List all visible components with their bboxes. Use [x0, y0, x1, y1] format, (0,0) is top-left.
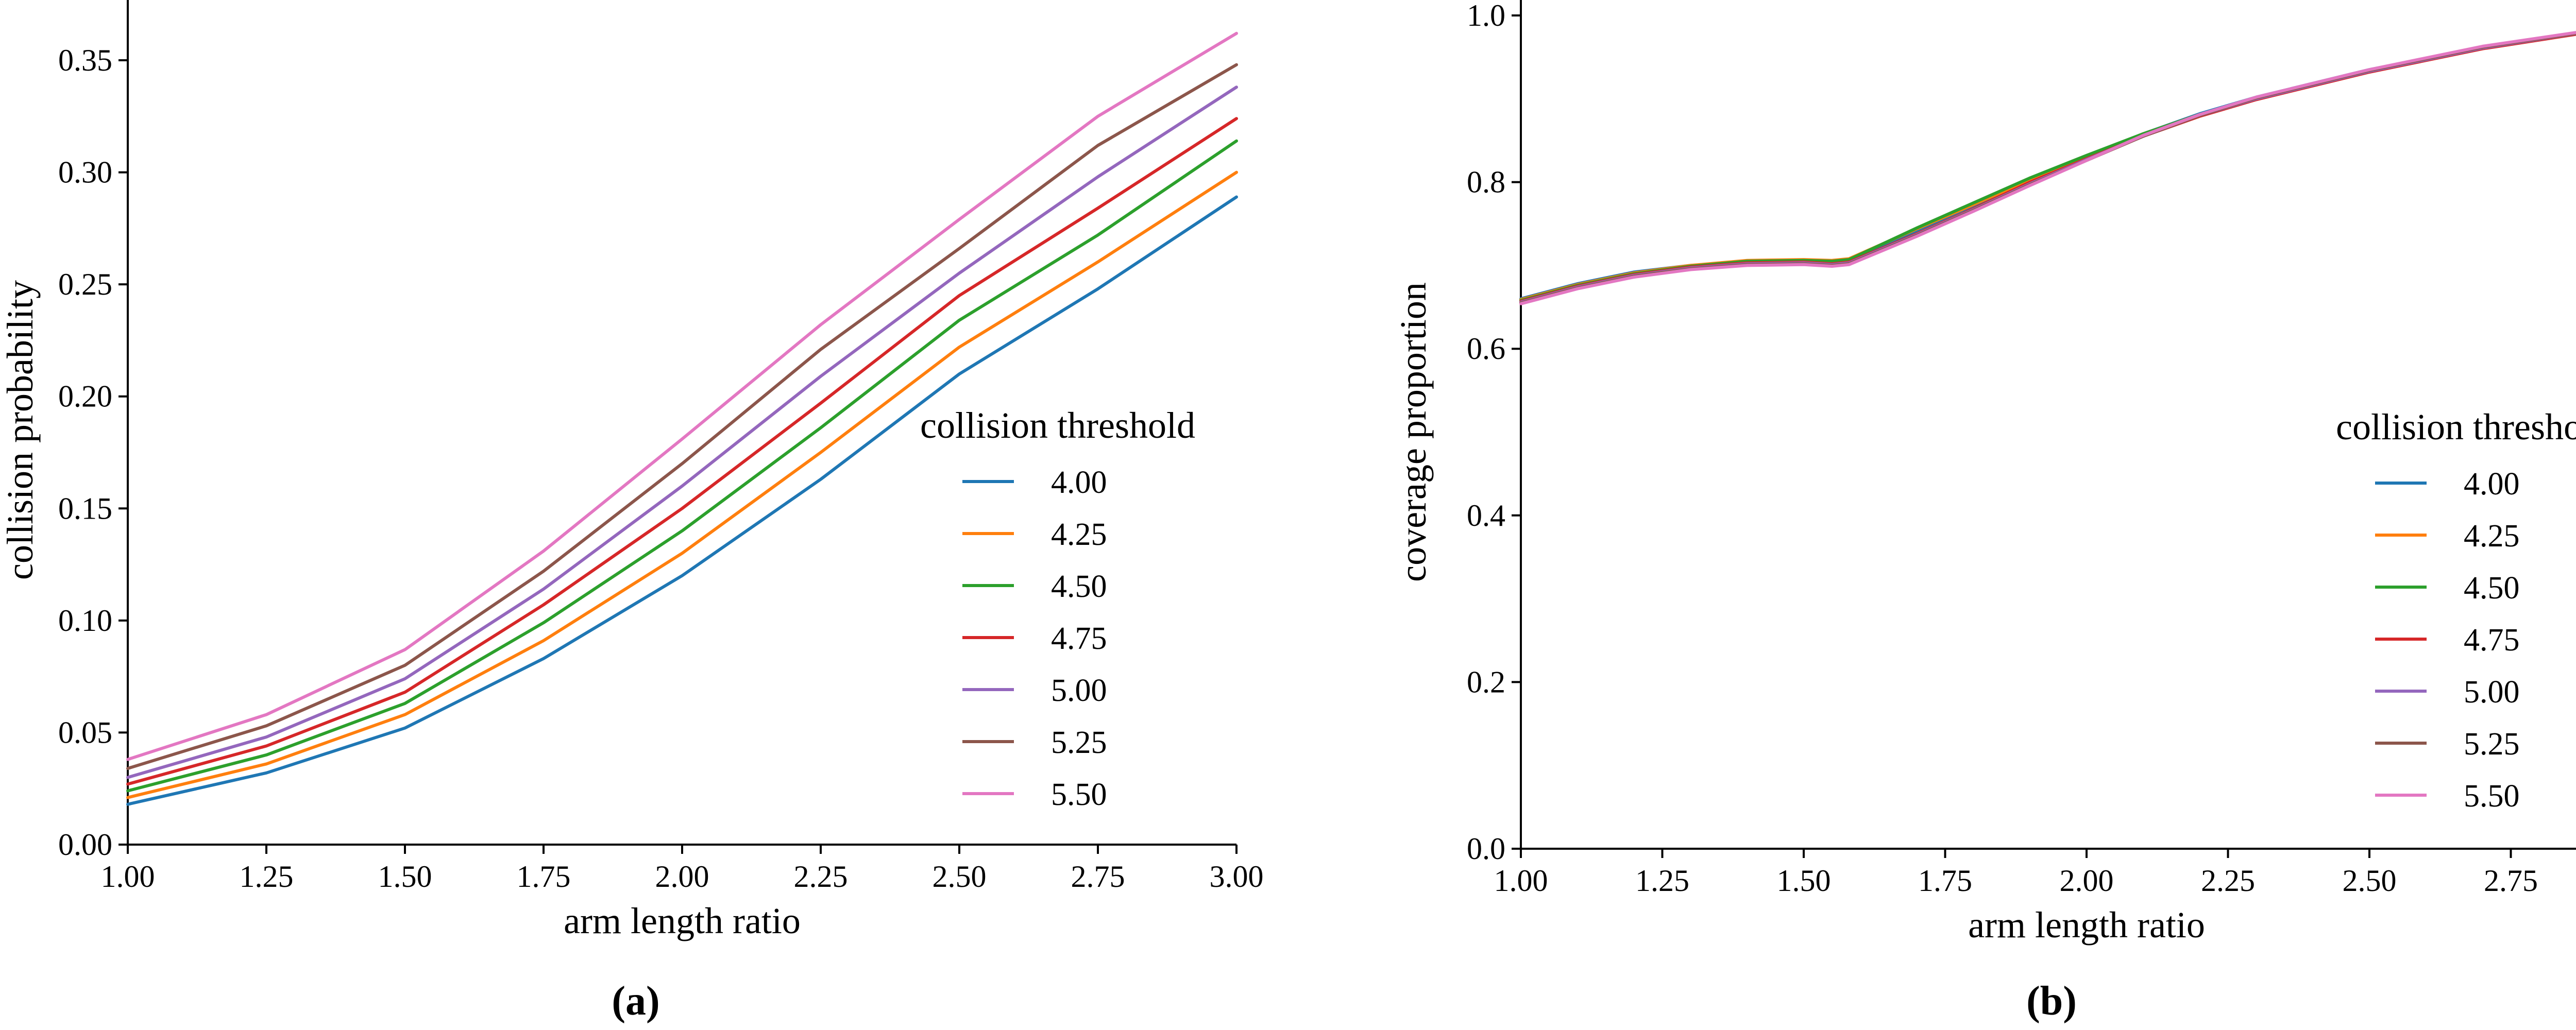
- x-tick-label: 1.50: [378, 860, 432, 894]
- legend-label: 4.00: [1051, 465, 1107, 500]
- series-line-4.75: [1519, 32, 2576, 303]
- y-tick-label: 0.6: [1467, 332, 1505, 366]
- legend-label: 4.50: [1051, 569, 1107, 604]
- series-line-4.50: [1519, 31, 2576, 302]
- series-line-5.50: [126, 31, 1238, 761]
- x-tick-label: 2.75: [1071, 860, 1125, 894]
- legend-label: 5.50: [2464, 779, 2520, 814]
- series-line-5.00: [126, 85, 1238, 779]
- x-tick-label: 2.00: [655, 860, 709, 894]
- x-tick-label: 1.75: [517, 860, 571, 894]
- series-line-4.50: [126, 139, 1238, 793]
- y-tick-label: 0.15: [58, 491, 112, 525]
- legend-label: 5.25: [2464, 727, 2520, 762]
- y-tick-label: 0.4: [1467, 499, 1505, 533]
- legend-label: 5.50: [1051, 777, 1107, 812]
- series-line-4.00: [1519, 31, 2576, 301]
- panel-label: (b): [2026, 978, 2077, 1024]
- y-tick-label: 0.30: [58, 156, 112, 190]
- panel-a-collision-probability: 1.00 1.25 1.50 1.75 2.00 2.25 2.50 2.75 3.00 0.00…: [0, 0, 1264, 1024]
- x-tick-label: 1.00: [101, 860, 155, 894]
- legend-label: 4.75: [2464, 623, 2520, 658]
- legend-title: collision threshold: [920, 405, 1195, 446]
- legend-label: 4.75: [1051, 621, 1107, 656]
- y-tick-label: 0.20: [58, 380, 112, 414]
- series-line-4.00: [126, 195, 1238, 806]
- y-tick-label: 1.0: [1467, 0, 1505, 32]
- y-tick-label: 0.05: [58, 715, 112, 749]
- legend-title: collision threshold: [2336, 406, 2576, 448]
- y-axis-title: coverage proportion: [1393, 282, 1434, 582]
- legend-label: 4.25: [1051, 517, 1107, 552]
- y-tick-label: 0.35: [58, 43, 112, 77]
- x-tick-label: 3.00: [1210, 860, 1264, 894]
- legend-label: 5.00: [1051, 673, 1107, 708]
- x-tick-label: 2.00: [2060, 864, 2114, 898]
- y-tick-label: 0.8: [1467, 165, 1505, 199]
- x-tick-label: 2.50: [933, 860, 987, 894]
- x-tick-label: 2.25: [2201, 864, 2255, 898]
- x-tick-label: 1.00: [1494, 864, 1548, 898]
- y-tick-label: 0.25: [58, 267, 112, 301]
- series-line-5.25: [126, 63, 1238, 770]
- legend-label: 4.50: [2464, 571, 2520, 606]
- legend-label: 5.00: [2464, 675, 2520, 710]
- series-line-5.00: [1519, 31, 2576, 304]
- series-line-4.25: [126, 170, 1238, 799]
- y-tick-label: 0.00: [58, 828, 112, 862]
- series-line-4.75: [126, 117, 1238, 786]
- x-tick-label: 1.75: [1918, 864, 1972, 898]
- y-axis-title: collision probability: [0, 280, 41, 580]
- x-axis-title: arm length ratio: [564, 900, 801, 941]
- series-line-4.25: [1519, 31, 2576, 301]
- x-tick-label: 2.75: [2484, 864, 2538, 898]
- series-line-5.50: [1519, 31, 2576, 305]
- x-tick-label: 1.50: [1777, 864, 1831, 898]
- legend-label: 5.25: [1051, 725, 1107, 760]
- y-tick-label: 0.10: [58, 604, 112, 638]
- y-tick-label: 0.2: [1467, 665, 1505, 699]
- series-line-5.25: [1519, 31, 2576, 305]
- panel-b-coverage-proportion: 1.001.251.501.752.002.252.502.753.000.00…: [1393, 0, 2576, 1024]
- panel-label: (a): [612, 978, 659, 1024]
- x-axis-title: arm length ratio: [1968, 904, 2205, 946]
- x-tick-label: 1.25: [1635, 864, 1689, 898]
- y-tick-label: 0.0: [1467, 832, 1505, 866]
- x-tick-label: 2.25: [794, 860, 848, 894]
- x-tick-label: 2.50: [2343, 864, 2397, 898]
- legend-label: 4.00: [2464, 467, 2520, 502]
- x-tick-label: 1.25: [240, 860, 294, 894]
- legend-label: 4.25: [2464, 519, 2520, 554]
